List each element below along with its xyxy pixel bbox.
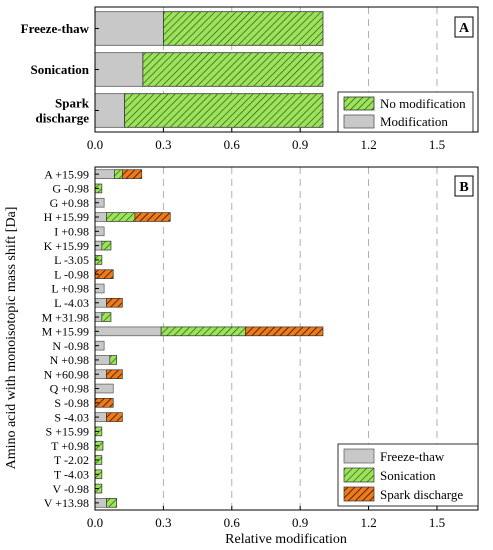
panel-b-x-ticks: 0.0 0.3 0.6 0.9 1.2 1.5	[87, 173, 445, 530]
category-label: L -4.03	[54, 296, 89, 310]
bar-sonication	[101, 240, 112, 251]
category-label: L -3.05	[54, 253, 89, 267]
legend-entry: Freeze-thaw	[380, 449, 445, 464]
bar-sonication	[101, 312, 112, 322]
bar-no-modification	[162, 11, 324, 46]
bar-sonication	[114, 169, 123, 179]
panel-a: 0.0 0.3 0.6 0.9 1.2 1.5 Freeze-thaw Sonication…	[21, 6, 479, 152]
panel-b: 0.0 0.3 0.6 0.9 1.2 1.5 A +15.99G -0.98G +0.9…	[4, 166, 479, 547]
bar-modification	[94, 52, 144, 87]
category-label: M +15.99	[42, 325, 89, 339]
category-label: L -0.98	[54, 267, 89, 281]
category-label: S -0.98	[54, 396, 89, 410]
legend-entry: Spark discharge	[380, 487, 463, 502]
legend-entry: No modification	[380, 96, 466, 111]
bar-spark-discharge	[106, 297, 123, 308]
panel-b-legend: Freeze-thaw Sonication Spark discharge	[337, 443, 479, 507]
bar-sonication	[160, 326, 246, 337]
panel-b-frame	[94, 166, 479, 511]
category-label: G +0.98	[50, 196, 89, 210]
category-label: G -0.98	[52, 182, 89, 196]
bar-modification	[94, 11, 164, 46]
bar-spark-discharge	[134, 212, 171, 222]
category-label: M +31.98	[42, 310, 89, 324]
panel-b-label-box: B	[454, 175, 474, 197]
bar-spark-discharge	[245, 326, 324, 337]
x-tick-label: 1.5	[429, 515, 445, 530]
x-tick-label: 1.2	[360, 515, 376, 530]
panel-a-bars	[94, 11, 324, 128]
legend-entry: Modification	[380, 114, 448, 129]
y-axis-label: Amino acid with monoisotopic mass shift …	[4, 207, 19, 470]
x-tick-label: 0.9	[292, 137, 308, 152]
category-label: S -4.03	[54, 410, 89, 424]
category-label: Q +0.98	[50, 382, 89, 396]
category-label: N +0.98	[50, 353, 89, 367]
x-tick-label: 0.9	[292, 515, 308, 530]
category-label: K +15.99	[44, 239, 89, 253]
legend-swatch	[343, 448, 375, 464]
legend-swatch	[343, 486, 375, 502]
panel-a-category-labels: Freeze-thaw Sonication Spark discharge	[21, 21, 90, 126]
legend-swatch	[343, 114, 375, 129]
panel-a-label-box: A	[454, 16, 474, 38]
bar-spark-discharge	[122, 169, 143, 179]
category-label: T -4.03	[54, 467, 89, 481]
category-label: Spark discharge	[36, 96, 90, 126]
x-tick-label: 1.5	[429, 137, 445, 152]
category-label: A +15.99	[44, 167, 89, 181]
panel-a-legend: No modification Modification	[337, 91, 474, 133]
category-label: Sonication	[30, 62, 89, 77]
x-tick-label: 0.6	[224, 137, 241, 152]
legend-swatch	[343, 467, 375, 483]
category-label: V +13.98	[44, 496, 89, 510]
category-label: L +0.98	[51, 282, 89, 296]
bar-spark-discharge	[106, 412, 123, 422]
bar-sonication	[109, 355, 118, 365]
bar-sonication	[106, 498, 118, 508]
bar-no-modification	[124, 93, 324, 128]
legend-entry: Sonication	[380, 468, 436, 483]
bar-spark-discharge	[106, 369, 123, 380]
panel-b-bars	[94, 169, 324, 508]
x-tick-label: 0.0	[87, 137, 103, 152]
category-label: N +60.98	[44, 367, 89, 381]
category-label: T +0.98	[51, 439, 89, 453]
panel-b-label: B	[459, 180, 468, 195]
x-tick-label: 0.0	[87, 515, 103, 530]
bar-freeze-thaw	[94, 326, 162, 337]
bar-modification	[94, 93, 126, 128]
category-label: N -0.98	[52, 339, 89, 353]
category-label: S +15.99	[46, 425, 89, 439]
bar-no-modification	[142, 52, 324, 87]
panel-b-grid	[162, 167, 438, 510]
category-label: V -0.98	[53, 482, 89, 496]
x-tick-label: 1.2	[360, 137, 376, 152]
x-tick-label: 0.6	[224, 515, 241, 530]
panel-a-x-ticks: 0.0 0.3 0.6 0.9 1.2 1.5	[87, 28, 445, 152]
x-tick-label: 0.3	[155, 515, 171, 530]
x-axis-label: Relative modification	[225, 532, 347, 547]
category-label: Freeze-thaw	[21, 21, 90, 36]
category-label: I +0.98	[54, 225, 89, 239]
category-label: H +15.99	[44, 210, 89, 224]
legend-swatch	[343, 96, 375, 111]
category-label: T -2.02	[54, 453, 89, 467]
x-tick-label: 0.3	[155, 137, 171, 152]
panel-b-category-labels: A +15.99G -0.98G +0.98H +15.99I +0.98K +…	[42, 167, 89, 510]
panel-a-label: A	[459, 21, 470, 36]
bar-sonication	[106, 212, 136, 222]
